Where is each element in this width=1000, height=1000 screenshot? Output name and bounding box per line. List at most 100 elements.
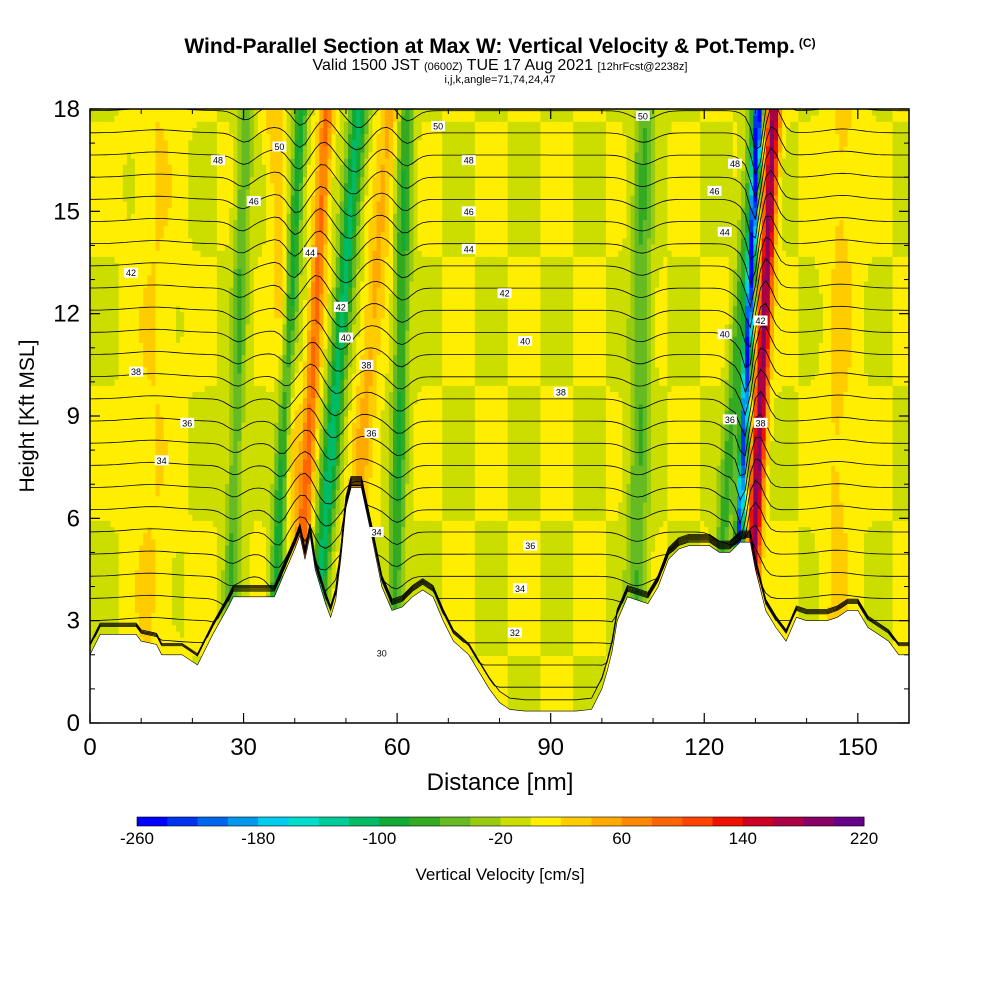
heat-cell	[118, 440, 124, 448]
heat-cell	[278, 538, 284, 546]
heat-cell	[282, 133, 288, 141]
heat-cell	[147, 219, 152, 227]
heat-cell	[196, 385, 202, 392]
heat-cell	[126, 188, 132, 196]
heat-cell	[241, 317, 247, 325]
heat-cell	[176, 121, 181, 128]
heat-cell	[270, 403, 275, 411]
heat-cell	[171, 360, 177, 368]
heat-cell	[151, 612, 157, 620]
heat-cell	[270, 207, 275, 214]
heat-cell	[90, 188, 95, 196]
heat-cell	[98, 250, 103, 257]
heat-cell	[278, 201, 284, 208]
heat-cell	[139, 170, 144, 178]
heat-cell	[155, 250, 161, 257]
heat-cell	[233, 330, 238, 337]
heat-cell	[176, 115, 181, 122]
heat-cell	[139, 274, 144, 282]
heat-cell	[286, 422, 292, 429]
heat-cell	[135, 606, 140, 613]
chart-title: Wind-Parallel Section at Max W: Vertical…	[0, 36, 1000, 57]
heat-cell	[159, 538, 165, 546]
heat-cell	[200, 323, 206, 331]
heat-cell	[106, 618, 112, 626]
heat-cell	[208, 342, 214, 349]
heat-cell	[110, 256, 116, 264]
heat-cell	[130, 195, 136, 202]
heat-cell	[102, 495, 107, 503]
heat-cell	[171, 630, 177, 638]
heat-cell	[98, 237, 103, 245]
heat-cell	[118, 262, 124, 270]
heat-cell	[200, 330, 206, 337]
heat-cell	[192, 366, 198, 374]
heat-cell	[282, 121, 288, 128]
heat-cell	[200, 594, 206, 601]
heat-cell	[159, 219, 165, 227]
heat-cell	[94, 231, 99, 239]
heat-cell	[135, 452, 140, 460]
heat-cell	[143, 551, 148, 558]
heat-cell	[204, 336, 210, 343]
heat-cell	[151, 336, 157, 343]
heat-cell	[176, 323, 181, 331]
heat-cell	[130, 330, 136, 337]
heat-cell	[118, 409, 124, 417]
heat-cell	[184, 514, 189, 521]
heat-cell	[184, 544, 189, 552]
heat-cell	[225, 115, 230, 122]
heat-cell	[262, 563, 267, 571]
heat-cell	[143, 360, 148, 368]
heat-cell	[147, 397, 152, 405]
heat-cell	[241, 366, 247, 374]
heat-cell	[130, 237, 136, 245]
heat-cell	[262, 551, 267, 558]
heat-cell	[90, 225, 95, 233]
heat-cell	[122, 317, 128, 325]
heat-cell	[151, 274, 157, 282]
heat-cell	[155, 133, 161, 141]
heat-cell	[139, 152, 144, 159]
heat-cell	[233, 373, 238, 380]
heat-cell	[196, 434, 202, 442]
heat-cell	[118, 109, 124, 116]
heat-cell	[237, 403, 243, 411]
heat-cell	[184, 532, 189, 540]
heat-cell	[122, 133, 128, 141]
heat-cell	[94, 465, 99, 472]
heat-cell	[130, 133, 136, 141]
heat-cell	[278, 323, 284, 331]
heat-cell	[262, 391, 267, 399]
heat-cell	[110, 293, 116, 300]
heat-cell	[262, 323, 267, 331]
grid-indices: i,j,k,angle=71,74,24,47	[0, 75, 1000, 86]
heat-cell	[171, 569, 177, 577]
heat-cell	[171, 152, 177, 159]
heat-cell	[278, 299, 284, 306]
heat-cell	[110, 213, 116, 221]
heat-cell	[159, 256, 165, 264]
heat-cell	[204, 606, 210, 613]
heat-cell	[151, 225, 157, 233]
heat-cell	[274, 219, 279, 227]
heat-cell	[270, 293, 275, 300]
heat-cell	[114, 188, 120, 196]
heat-cell	[278, 544, 284, 552]
heat-cell	[159, 489, 165, 497]
heat-cell	[151, 145, 157, 153]
heat-cell	[90, 575, 95, 583]
heat-cell	[130, 152, 136, 159]
heat-cell	[204, 532, 210, 540]
heat-cell	[94, 452, 99, 460]
heat-cell	[90, 195, 95, 202]
heat-cell	[262, 422, 267, 429]
heat-cell	[225, 274, 230, 282]
heat-cell	[114, 305, 120, 313]
heat-cell	[245, 133, 251, 141]
heat-cell	[163, 207, 169, 214]
heat-cell	[216, 428, 222, 435]
heat-cell	[106, 403, 112, 411]
heat-cell	[167, 618, 173, 626]
heat-cell	[143, 115, 148, 122]
